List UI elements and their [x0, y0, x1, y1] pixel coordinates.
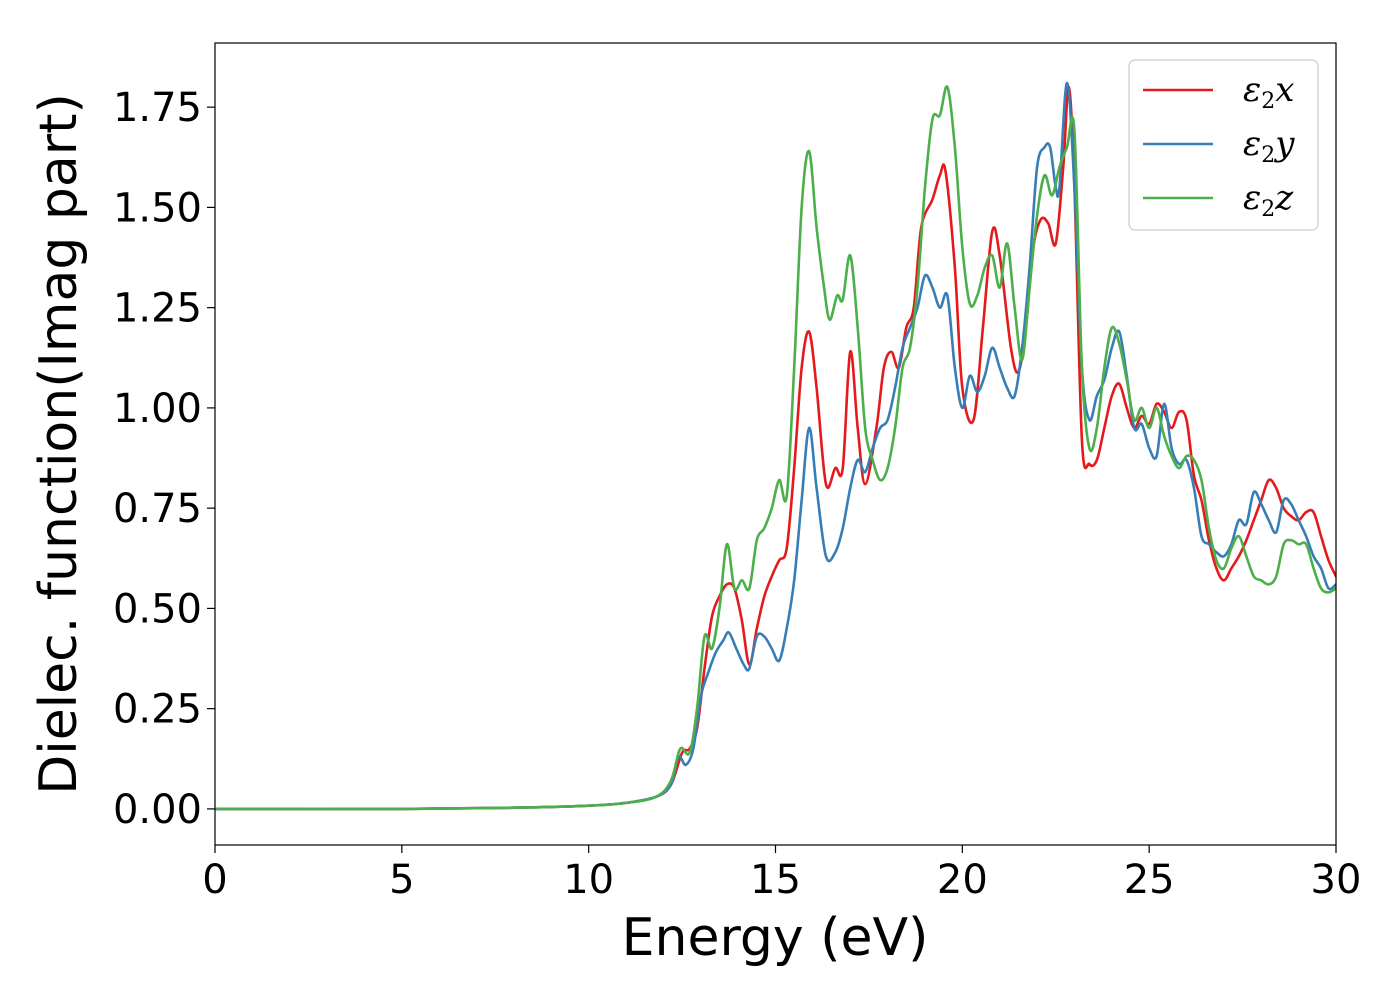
legend-box: [1128, 59, 1319, 231]
y-axis: 0.00 0.25 0.50 0.75 1.00 1.25 1.50 1.75: [113, 85, 215, 833]
legend-label-y: ε2y: [1243, 124, 1295, 168]
y-tick-label: 0.75: [113, 486, 202, 532]
series-line-z: [215, 85, 1336, 811]
legend-label-x: ε2x: [1243, 70, 1294, 114]
y-tick-label: 1.75: [113, 85, 202, 131]
y-tick-label: 0.50: [113, 586, 202, 632]
x-axis: 0 5 10 15 20 25 30: [202, 845, 1361, 903]
series-line-x: [215, 85, 1336, 811]
y-tick-label: 0.00: [113, 787, 202, 833]
x-tick-label: 10: [563, 857, 614, 903]
series-layer: [215, 81, 1336, 811]
x-tick-label: 25: [1124, 857, 1175, 903]
y-axis-title: Dielec. function(Imag part): [29, 93, 89, 795]
y-tick-label: 1.25: [113, 286, 202, 332]
y-tick-label: 1.00: [113, 386, 202, 432]
legend-label-z: ε2z: [1243, 178, 1294, 222]
x-tick-label: 30: [1311, 857, 1362, 903]
y-tick-label: 1.50: [113, 185, 202, 231]
x-tick-label: 20: [937, 857, 988, 903]
x-tick-label: 5: [389, 857, 414, 903]
legend: ε2x ε2y ε2z: [1128, 59, 1319, 231]
x-tick-label: 0: [202, 857, 227, 903]
x-axis-title: Energy (eV): [622, 908, 929, 968]
x-tick-label: 15: [750, 857, 801, 903]
y-tick-label: 0.25: [113, 687, 202, 733]
